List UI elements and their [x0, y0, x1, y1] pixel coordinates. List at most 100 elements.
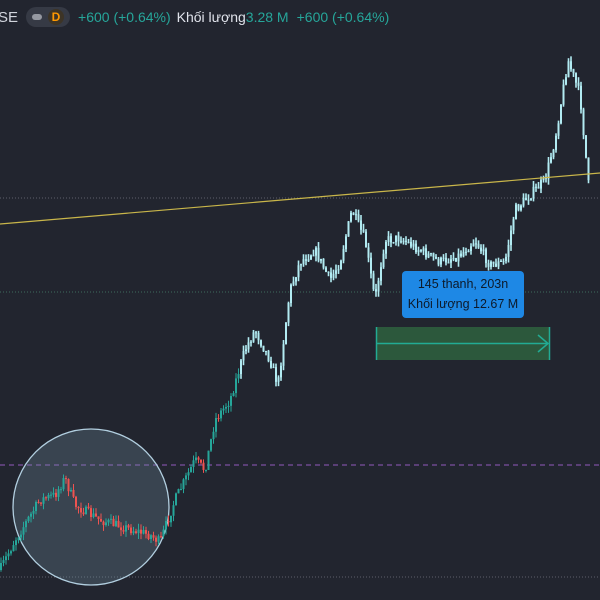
candle: [505, 256, 507, 261]
candle: [410, 241, 412, 247]
candle: [402, 240, 405, 243]
candle: [15, 540, 17, 546]
candle: [315, 247, 317, 256]
candle: [157, 536, 160, 542]
candle: [210, 439, 212, 451]
date-price-range[interactable]: [375, 327, 551, 360]
candle: [7, 553, 10, 557]
candle: [277, 377, 280, 382]
candle: [87, 506, 90, 509]
candle: [387, 236, 390, 242]
candle: [335, 270, 337, 274]
candles: [0, 56, 590, 572]
candle: [430, 253, 432, 255]
candle: [260, 340, 262, 346]
candle: [515, 204, 517, 220]
candle: [437, 258, 440, 265]
candle: [575, 73, 577, 83]
candle: [185, 475, 187, 480]
candle: [177, 489, 180, 494]
candle: [525, 197, 527, 201]
candle: [570, 61, 572, 70]
candle: [502, 260, 505, 262]
candle: [477, 243, 480, 248]
candle: [452, 258, 455, 260]
candle: [255, 332, 257, 334]
interval-badge: D: [48, 9, 65, 25]
candle: [577, 82, 580, 86]
volume-label: Khối lượng: [176, 9, 246, 25]
chart-legend: SE D +600 (+0.64%) Khối lượng 3.28 M +60…: [0, 0, 389, 34]
price-change: +600 (+0.64%): [78, 9, 171, 25]
candle: [405, 240, 407, 242]
candle: [450, 259, 452, 263]
candle: [310, 255, 312, 260]
candle: [425, 248, 427, 258]
candle: [550, 157, 552, 163]
candle: [265, 350, 267, 352]
candle: [47, 495, 50, 499]
candle: [175, 493, 177, 506]
candle: [220, 410, 222, 419]
candle: [422, 248, 425, 252]
candle: [585, 135, 587, 158]
candle: [100, 518, 102, 522]
candle: [580, 85, 582, 110]
candle: [0, 563, 2, 570]
candle: [432, 253, 435, 257]
candle: [135, 531, 137, 534]
candle: [72, 489, 75, 497]
candle: [37, 501, 40, 503]
candle: [145, 530, 147, 534]
candle: [180, 489, 182, 491]
candle: [5, 556, 7, 561]
candle: [215, 418, 217, 432]
candle: [362, 229, 365, 232]
candle: [25, 521, 27, 528]
candle: [297, 265, 300, 278]
candle: [122, 530, 125, 532]
candle: [27, 516, 30, 522]
candle: [270, 360, 272, 368]
candle: [165, 520, 167, 530]
candle: [275, 367, 277, 382]
candle: [470, 246, 472, 252]
candle: [205, 469, 207, 471]
symbol-label[interactable]: SE: [0, 8, 19, 26]
volume-change: +600 (+0.64%): [296, 9, 390, 25]
candle: [530, 198, 532, 200]
candle: [355, 214, 357, 216]
candle: [445, 257, 447, 263]
candle: [287, 303, 290, 323]
candle: [440, 257, 442, 265]
candle: [462, 251, 465, 257]
minus-icon: [32, 14, 43, 20]
candle: [485, 249, 487, 264]
candle: [75, 496, 77, 507]
candle: [80, 508, 82, 513]
candle: [107, 519, 110, 523]
candle: [105, 522, 107, 526]
candle: [115, 520, 117, 527]
candle: [480, 247, 482, 252]
bars-count-text: 145 thanh, 203n: [417, 277, 509, 291]
interval-pill[interactable]: D: [26, 7, 71, 27]
candle: [172, 505, 175, 516]
candle: [332, 273, 335, 278]
candle: [360, 220, 362, 230]
candle: [150, 535, 152, 540]
trend-line[interactable]: [0, 172, 600, 225]
candle: [397, 235, 400, 242]
candle: [55, 492, 57, 497]
candle: [202, 462, 205, 470]
candle: [127, 525, 130, 528]
candle: [247, 342, 250, 350]
candle: [235, 378, 237, 394]
candle: [510, 230, 512, 246]
candle: [517, 204, 520, 210]
candle: [217, 418, 220, 420]
candle: [20, 534, 22, 538]
candle: [435, 256, 437, 259]
candle: [500, 260, 502, 262]
